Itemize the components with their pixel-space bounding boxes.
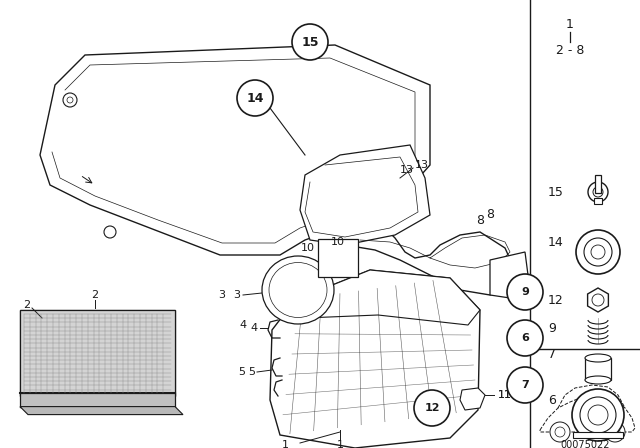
- Circle shape: [588, 182, 608, 202]
- Text: 7: 7: [521, 380, 529, 390]
- FancyBboxPatch shape: [318, 239, 358, 277]
- Circle shape: [610, 427, 620, 437]
- Circle shape: [63, 93, 77, 107]
- Bar: [20, 310, 175, 396]
- Circle shape: [576, 230, 620, 274]
- Circle shape: [555, 427, 565, 437]
- Bar: [20, 393, 175, 407]
- Polygon shape: [300, 145, 430, 245]
- Text: 2: 2: [23, 300, 30, 310]
- Circle shape: [507, 274, 543, 310]
- Circle shape: [572, 389, 624, 441]
- Text: 14: 14: [246, 91, 264, 104]
- Text: 9: 9: [548, 322, 556, 335]
- Text: 12: 12: [424, 403, 440, 413]
- Text: 10: 10: [301, 243, 315, 253]
- Text: 1: 1: [282, 440, 289, 448]
- Text: 11: 11: [498, 390, 512, 400]
- Circle shape: [507, 320, 543, 356]
- Text: 12: 12: [548, 293, 564, 306]
- Ellipse shape: [585, 376, 611, 384]
- Text: 1: 1: [566, 18, 574, 31]
- Circle shape: [580, 397, 616, 433]
- Text: 3: 3: [233, 290, 240, 300]
- Text: 8: 8: [476, 214, 484, 227]
- Ellipse shape: [585, 354, 611, 362]
- Polygon shape: [460, 388, 485, 410]
- Bar: [20, 310, 175, 396]
- Text: 4: 4: [251, 323, 258, 333]
- Text: 4: 4: [240, 320, 247, 330]
- Text: 13: 13: [415, 160, 429, 170]
- Text: 15: 15: [301, 35, 319, 48]
- Text: 14: 14: [548, 236, 564, 249]
- Text: 2: 2: [92, 290, 99, 300]
- Polygon shape: [588, 288, 609, 312]
- Text: 1: 1: [337, 440, 344, 448]
- Text: 5: 5: [238, 367, 245, 377]
- Circle shape: [292, 24, 328, 60]
- Text: 10: 10: [331, 237, 345, 247]
- Text: 15: 15: [548, 185, 564, 198]
- Polygon shape: [40, 45, 430, 255]
- Bar: [585, 358, 611, 380]
- Ellipse shape: [262, 256, 334, 324]
- Circle shape: [605, 422, 625, 442]
- Text: 5: 5: [248, 367, 255, 377]
- Circle shape: [593, 187, 603, 197]
- Bar: [595, 175, 601, 193]
- Text: 11: 11: [498, 390, 512, 400]
- Text: 6: 6: [521, 333, 529, 343]
- Ellipse shape: [269, 263, 327, 318]
- Bar: [573, 432, 623, 438]
- Text: 8: 8: [486, 208, 494, 221]
- Bar: [594, 198, 602, 204]
- Text: 2 - 8: 2 - 8: [556, 43, 584, 56]
- Circle shape: [591, 245, 605, 259]
- Polygon shape: [490, 252, 528, 298]
- Polygon shape: [295, 270, 480, 325]
- Text: 13: 13: [400, 165, 414, 175]
- Polygon shape: [20, 407, 183, 414]
- Circle shape: [592, 294, 604, 306]
- Circle shape: [584, 238, 612, 266]
- Text: 6: 6: [548, 393, 556, 406]
- Polygon shape: [270, 270, 480, 448]
- Polygon shape: [345, 225, 515, 295]
- Circle shape: [507, 367, 543, 403]
- Text: 00075022: 00075022: [560, 440, 610, 448]
- Circle shape: [67, 97, 73, 103]
- Text: 3: 3: [218, 290, 225, 300]
- Circle shape: [237, 80, 273, 116]
- Text: 9: 9: [521, 287, 529, 297]
- Circle shape: [104, 226, 116, 238]
- Text: 7: 7: [548, 349, 556, 362]
- Circle shape: [414, 390, 450, 426]
- Circle shape: [588, 405, 608, 425]
- Circle shape: [550, 422, 570, 442]
